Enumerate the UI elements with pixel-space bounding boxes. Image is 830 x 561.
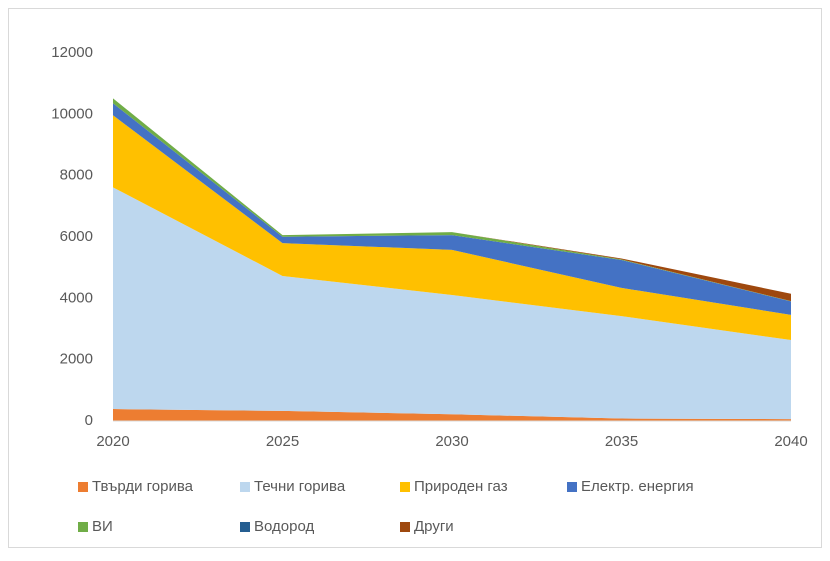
- legend-swatch: [78, 522, 88, 532]
- legend-label: Водород: [254, 518, 314, 535]
- legend-label: Електр. енергия: [581, 478, 694, 495]
- area: [113, 98, 791, 302]
- legend-label: Течни горива: [254, 478, 346, 495]
- legend-swatch: [400, 482, 410, 492]
- y-tick-label: 4000: [60, 289, 93, 306]
- x-tick-label: 2020: [96, 433, 129, 450]
- x-tick-label: 2025: [266, 433, 299, 450]
- legend-label: Твърди горива: [92, 478, 194, 495]
- y-tick-label: 12000: [51, 44, 93, 61]
- legend-swatch: [567, 482, 577, 492]
- area: [113, 187, 791, 420]
- y-tick-label: 2000: [60, 351, 93, 368]
- x-tick-label: 2035: [605, 433, 638, 450]
- area: [113, 115, 791, 341]
- legend-swatch: [240, 522, 250, 532]
- legend-label: Природен газ: [414, 478, 508, 495]
- y-tick-label: 0: [85, 412, 93, 429]
- legend-swatch: [240, 482, 250, 492]
- legend-swatch: [400, 522, 410, 532]
- x-tick-label: 2040: [774, 433, 807, 450]
- area: [113, 103, 791, 315]
- y-tick-label: 6000: [60, 228, 93, 245]
- area: [113, 409, 791, 421]
- y-tick-label: 10000: [51, 105, 93, 122]
- x-tick-label: 2030: [435, 433, 468, 450]
- legend-label: ВИ: [92, 518, 113, 535]
- legend-swatch: [78, 482, 88, 492]
- legend-label: Други: [414, 518, 454, 535]
- y-tick-label: 8000: [60, 167, 93, 184]
